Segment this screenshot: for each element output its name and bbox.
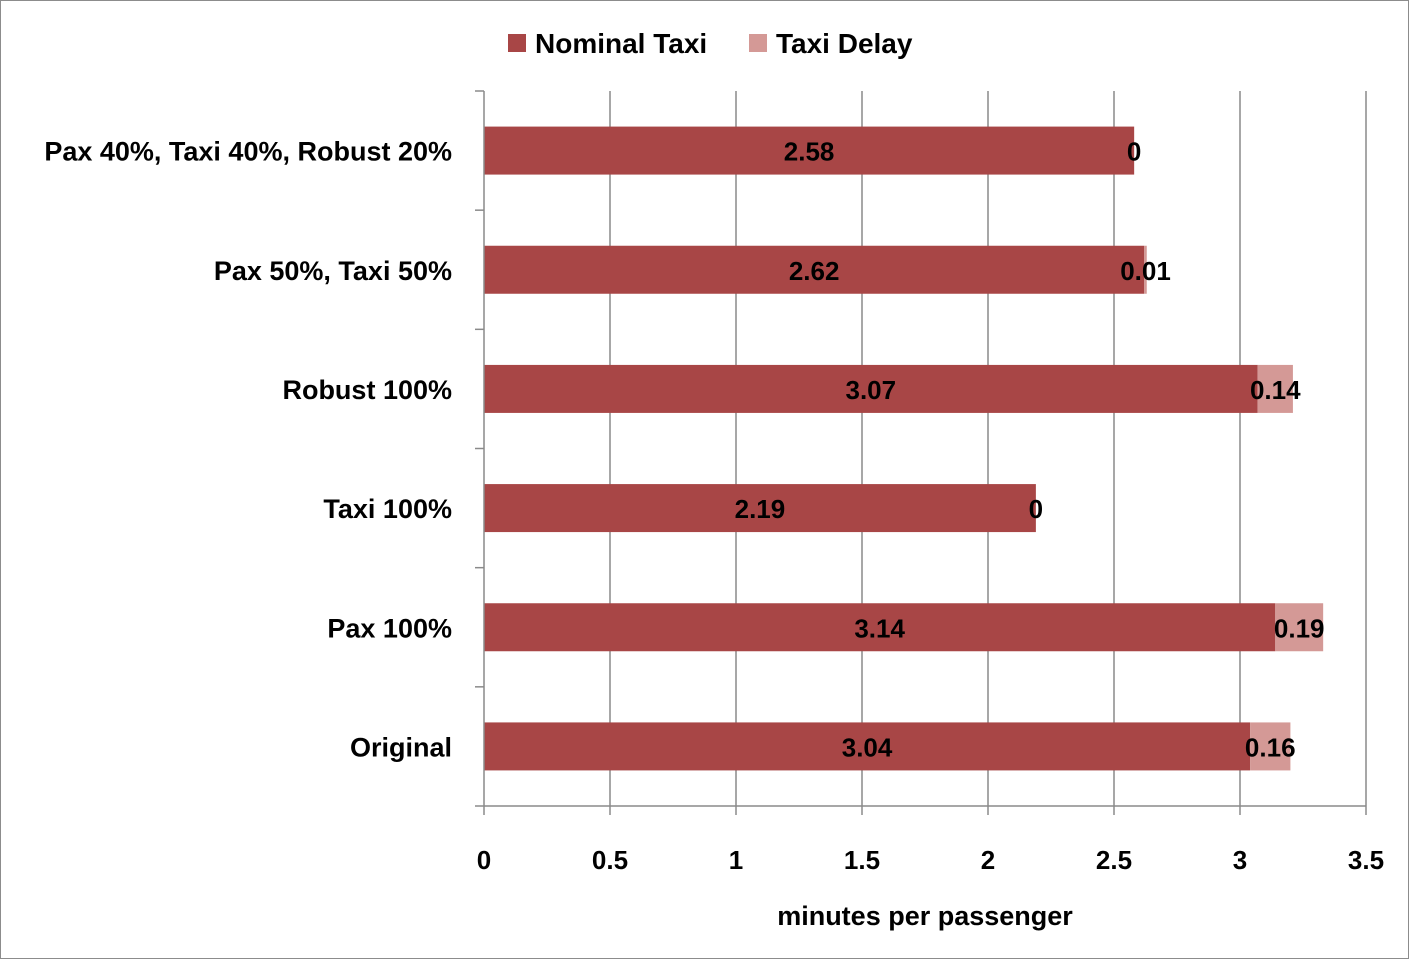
category-label: Pax 100% — [327, 613, 452, 643]
data-label-nominal-taxi: 2.58 — [784, 137, 835, 167]
x-tick-label: 2.5 — [1096, 845, 1132, 875]
bar-nominal-taxi — [484, 126, 1135, 175]
data-label-nominal-taxi: 3.14 — [854, 613, 905, 643]
x-tick-label: 1.5 — [844, 845, 880, 875]
data-label-taxi-delay: 0 — [1127, 137, 1141, 167]
gridlines — [609, 91, 1367, 806]
x-tick-label: 2 — [981, 845, 995, 875]
legend: Nominal Taxi Taxi Delay — [508, 28, 913, 59]
bar-taxi-delay — [1144, 245, 1147, 294]
bar-nominal-taxi — [484, 484, 1036, 533]
x-axis-title: minutes per passenger — [777, 901, 1073, 931]
category-labels: Original Pax 100% Taxi 100% Robust 100% Pax … — [44, 137, 452, 763]
x-tick-label: 0.5 — [592, 845, 628, 875]
data-label-taxi-delay: 0 — [1029, 494, 1043, 524]
x-tick-labels: 0 0.5 1 1.5 2 2.5 3 3.5 — [477, 845, 1384, 875]
category-label: Taxi 100% — [323, 494, 452, 524]
bar-taxi-delay — [1257, 364, 1293, 413]
x-tick-label: 3 — [1233, 845, 1247, 875]
data-label-taxi-delay: 0.16 — [1245, 732, 1296, 762]
legend-label-nominal-taxi: Nominal Taxi — [535, 28, 707, 59]
category-label: Pax 50%, Taxi 50% — [214, 256, 452, 286]
bar-nominal-taxi — [484, 722, 1251, 771]
x-tick-label: 1 — [729, 845, 743, 875]
data-label-nominal-taxi: 3.04 — [842, 732, 893, 762]
data-label-nominal-taxi: 3.07 — [846, 375, 897, 405]
x-tick-label: 0 — [477, 845, 491, 875]
legend-swatch-taxi-delay — [749, 34, 767, 52]
data-label-taxi-delay: 0.19 — [1274, 613, 1325, 643]
category-label: Robust 100% — [282, 375, 452, 405]
data-label-taxi-delay: 0.01 — [1120, 256, 1171, 286]
bars — [484, 126, 1324, 771]
axes — [475, 90, 1367, 815]
bar-taxi-delay — [1250, 722, 1291, 771]
x-tick-label: 3.5 — [1348, 845, 1384, 875]
bar-nominal-taxi — [484, 245, 1145, 294]
bar-nominal-taxi — [484, 603, 1276, 652]
data-label-taxi-delay: 0.14 — [1250, 375, 1301, 405]
legend-swatch-nominal-taxi — [508, 34, 526, 52]
legend-label-taxi-delay: Taxi Delay — [776, 28, 913, 59]
data-label-nominal-taxi: 2.62 — [789, 256, 840, 286]
bar-nominal-taxi — [484, 364, 1258, 413]
category-label: Pax 40%, Taxi 40%, Robust 20% — [44, 137, 452, 167]
bar-taxi-delay — [1275, 603, 1324, 652]
category-label: Original — [350, 732, 452, 762]
data-label-nominal-taxi: 2.19 — [735, 494, 786, 524]
data-labels: 3.04 0.16 3.14 0.19 2.19 0 3.07 0.14 2.62 0.01 2.5… — [735, 137, 1325, 763]
